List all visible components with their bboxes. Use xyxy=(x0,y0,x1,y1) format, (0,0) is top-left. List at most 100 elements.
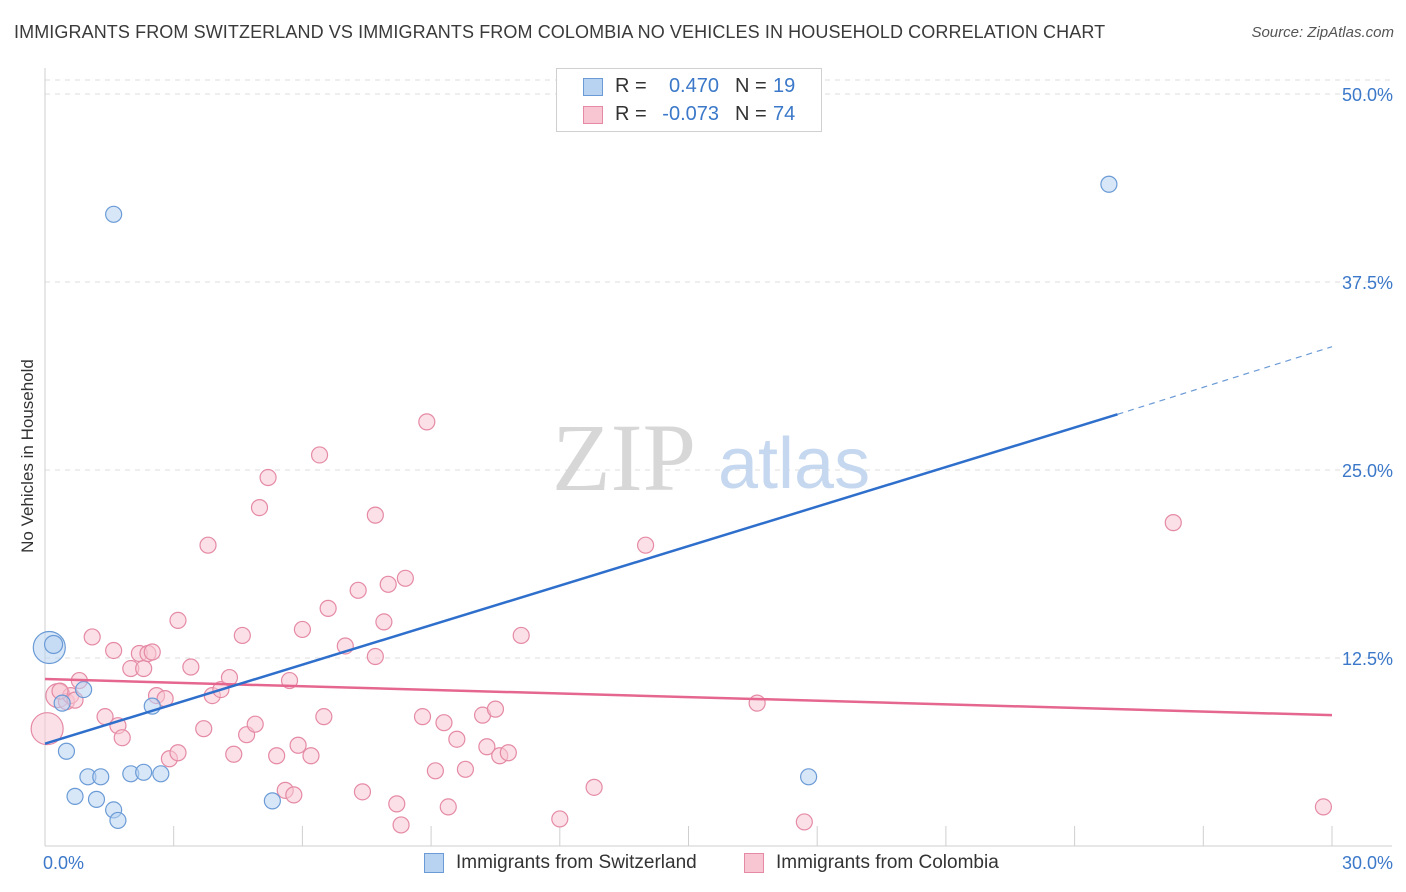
switzerland-point xyxy=(109,811,127,830)
colombia-point xyxy=(83,628,101,646)
n-label: N = xyxy=(735,75,767,97)
legend-label: Immigrants from Colombia xyxy=(776,852,999,873)
chart-title: IMMIGRANTS FROM SWITZERLAND VS IMMIGRANT… xyxy=(14,22,1106,42)
colombia-point xyxy=(293,620,311,639)
colombia-point xyxy=(392,816,410,834)
colombia-point xyxy=(289,736,307,754)
colombia-point xyxy=(349,581,367,599)
switzerland-trend-extension xyxy=(1117,346,1333,415)
gridlines xyxy=(45,79,1392,659)
r-label: R = xyxy=(615,75,647,97)
colombia-point xyxy=(448,730,466,748)
switzerland-point xyxy=(152,765,170,783)
switzerland-point xyxy=(87,790,106,808)
colombia-point xyxy=(285,786,303,804)
switzerland-point xyxy=(1100,175,1118,193)
colombia-point xyxy=(195,720,213,738)
watermark: ZIP atlas xyxy=(552,404,870,511)
colombia-point xyxy=(418,413,436,431)
colombia-point xyxy=(439,798,457,816)
colombia-point xyxy=(105,641,123,660)
colombia-point xyxy=(499,744,517,762)
y-tick-label: 37.5% xyxy=(1342,273,1393,293)
colombia-point xyxy=(1164,514,1182,532)
legend-pink-swatch xyxy=(744,853,764,873)
watermark-zip: ZIP xyxy=(552,404,696,511)
watermark-atlas: atlas xyxy=(718,424,870,504)
colombia-point xyxy=(302,747,320,765)
y-tick-label: 12.5% xyxy=(1342,649,1393,669)
n-value: 74 xyxy=(773,103,796,125)
colombia-point xyxy=(259,468,277,487)
colombia-point xyxy=(795,813,813,831)
colombia-point xyxy=(169,744,187,762)
x-tick-label: 30.0% xyxy=(1342,853,1393,873)
switzerland-point xyxy=(43,634,64,655)
colombia-point xyxy=(478,738,496,756)
colombia-point xyxy=(30,712,64,746)
colombia-point xyxy=(182,658,200,676)
switzerland-point xyxy=(263,792,281,810)
colombia-point xyxy=(512,626,530,645)
x-tick-labels: 0.0% 30.0% xyxy=(43,853,1393,873)
colombia-point xyxy=(169,611,187,630)
colombia-trend-line xyxy=(44,677,1333,717)
r-value: -0.073 xyxy=(662,103,719,125)
legend-blue-swatch xyxy=(424,853,444,873)
colombia-point xyxy=(366,506,384,524)
colombia-point xyxy=(585,778,603,796)
colombia-point xyxy=(1314,798,1333,816)
colombia-point xyxy=(353,783,372,801)
switzerland-point xyxy=(75,680,93,699)
switzerland-point xyxy=(57,742,76,760)
colombia-point xyxy=(225,745,243,763)
colombia-point xyxy=(396,569,414,587)
y-tick-label: 50.0% xyxy=(1342,85,1393,105)
switzerland-points xyxy=(32,175,1118,830)
blue-swatch xyxy=(583,78,603,96)
switzerland-point xyxy=(105,205,123,223)
colombia-point xyxy=(426,762,444,780)
legend-label: Immigrants from Switzerland xyxy=(456,852,697,873)
trend-lines xyxy=(44,346,1333,745)
colombia-point xyxy=(310,446,329,464)
colombia-point xyxy=(456,760,475,778)
colombia-point xyxy=(246,715,264,733)
r-label: R = xyxy=(615,103,647,125)
stats-row-colombia: R = -0.073 N = 74 xyxy=(557,101,821,129)
colombia-point xyxy=(315,708,333,726)
colombia-point xyxy=(435,714,453,732)
colombia-point xyxy=(233,626,251,645)
colombia-point xyxy=(113,729,131,747)
colombia-point xyxy=(413,708,432,726)
x-tick-label: 0.0% xyxy=(43,853,84,873)
colombia-point xyxy=(486,700,505,718)
switzerland-point xyxy=(800,768,818,786)
y-tick-label: 25.0% xyxy=(1342,461,1393,481)
colombia-point xyxy=(551,810,569,828)
n-label: N = xyxy=(735,103,767,125)
pink-swatch xyxy=(583,106,603,124)
source-label: Source: ZipAtlas.com xyxy=(1251,24,1394,41)
colombia-point xyxy=(375,613,393,631)
switzerland-point xyxy=(135,763,153,781)
colombia-point xyxy=(319,599,337,617)
colombia-point xyxy=(220,668,239,687)
colombia-point xyxy=(268,747,286,765)
colombia-point xyxy=(250,499,269,517)
colombia-points xyxy=(30,413,1333,834)
colombia-point xyxy=(379,575,397,593)
r-value: 0.470 xyxy=(668,75,719,97)
switzerland-point xyxy=(66,787,84,805)
switzerland-trend-line xyxy=(44,413,1118,745)
colombia-point xyxy=(636,536,655,554)
colombia-point xyxy=(388,795,406,813)
stats-box: R = 0.470 N = 19 R = -0.073 N = 74 xyxy=(556,68,822,132)
colombia-point xyxy=(199,536,217,554)
colombia-point xyxy=(748,694,766,712)
y-tick-labels: 12.5% 25.0% 37.5% 50.0% xyxy=(1342,85,1393,669)
colombia-point xyxy=(135,659,153,678)
switzerland-point xyxy=(92,768,110,786)
colombia-point xyxy=(143,643,161,661)
